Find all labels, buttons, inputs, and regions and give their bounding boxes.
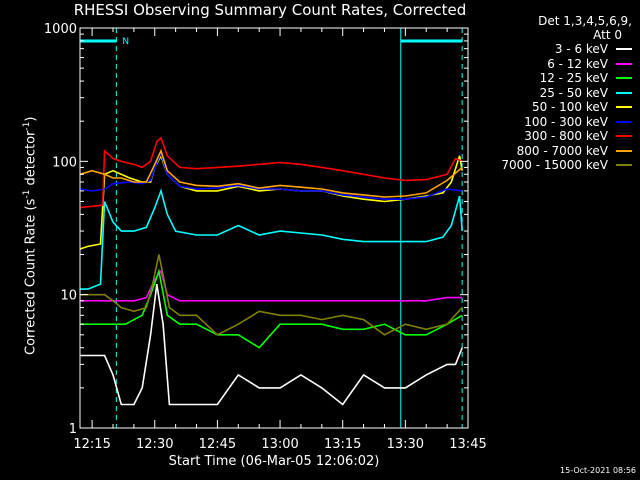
- legend-swatch: [616, 164, 632, 166]
- y-tick-label: 100: [52, 155, 77, 170]
- series-line: [79, 148, 463, 198]
- legend-header-2: Att 0: [593, 28, 622, 42]
- legend-item: 300 - 800 keV: [524, 129, 632, 143]
- y-axis-label: Corrected Count Rate (s-1 detector-1): [22, 116, 39, 355]
- series-line: [80, 269, 463, 302]
- legend-label: 50 - 100 keV: [531, 100, 608, 114]
- series-line: [80, 254, 463, 336]
- chart-title: RHESSI Observing Summary Count Rates, Co…: [73, 1, 467, 19]
- legend-item: 6 - 12 keV: [547, 57, 632, 71]
- series-line: [79, 153, 463, 250]
- series-layer: [79, 136, 463, 406]
- series-line: [80, 283, 463, 406]
- x-tick-label: 12:15: [73, 437, 110, 452]
- timestamp: 15-Oct-2021 08:56: [560, 466, 636, 475]
- night-markers: N: [80, 28, 463, 428]
- series-line: [79, 150, 463, 200]
- legend-item: 800 - 7000 keV: [517, 144, 632, 158]
- series-line: [80, 268, 463, 349]
- legend-label: 12 - 25 keV: [539, 71, 608, 85]
- legend-label: 300 - 800 keV: [524, 129, 608, 143]
- x-tick-label: 12:45: [199, 437, 236, 452]
- y-tick-label: 10: [60, 289, 77, 304]
- x-tick-label: 13:30: [387, 437, 424, 452]
- legend-item: 7000 - 15000 keV: [501, 158, 632, 172]
- legend-swatch: [616, 62, 632, 65]
- legend-swatch: [616, 135, 632, 137]
- legend-label: 800 - 7000 keV: [516, 143, 608, 158]
- legend-label: 7000 - 15000 keV: [501, 158, 608, 172]
- legend-swatch: [616, 91, 632, 94]
- y-tick-label: 1000: [44, 22, 77, 37]
- legend-swatch: [616, 149, 632, 152]
- legend-label: 100 - 300 keV: [524, 114, 608, 129]
- legend-item: 100 - 300 keV: [524, 115, 632, 129]
- x-tick-label: 13:00: [261, 437, 298, 452]
- legend-label: 25 - 50 keV: [539, 85, 608, 100]
- legend-item: 50 - 100 keV: [532, 100, 632, 114]
- legend-swatch: [616, 106, 632, 108]
- legend-label: 3 - 6 keV: [554, 42, 608, 56]
- night-label: N: [122, 37, 129, 47]
- plot-frame: [79, 27, 469, 429]
- legend-item: 12 - 25 keV: [540, 71, 632, 85]
- x-tick-label: 13:15: [324, 437, 361, 452]
- legend-swatch: [616, 77, 632, 79]
- x-tick-label: 12:30: [136, 437, 173, 452]
- x-axis-label: Start Time (06-Mar-05 12:06:02): [168, 454, 380, 469]
- y-tick-label: 1: [69, 422, 77, 437]
- series-line: [79, 136, 463, 209]
- legend-header-1: Det 1,3,4,5,6,9,: [538, 14, 632, 28]
- axes: 1 10 100 1000 12:15 12:30 12:45 13:00 13:15 13:30…: [44, 22, 487, 452]
- legend-label: 6 - 12 keV: [547, 56, 608, 71]
- legend-item: 3 - 6 keV: [555, 42, 632, 56]
- legend-swatch: [616, 48, 632, 50]
- legend-item: 25 - 50 keV: [540, 86, 632, 100]
- x-tick-label: 13:45: [449, 437, 486, 452]
- legend-swatch: [616, 120, 632, 123]
- series-line: [80, 188, 463, 290]
